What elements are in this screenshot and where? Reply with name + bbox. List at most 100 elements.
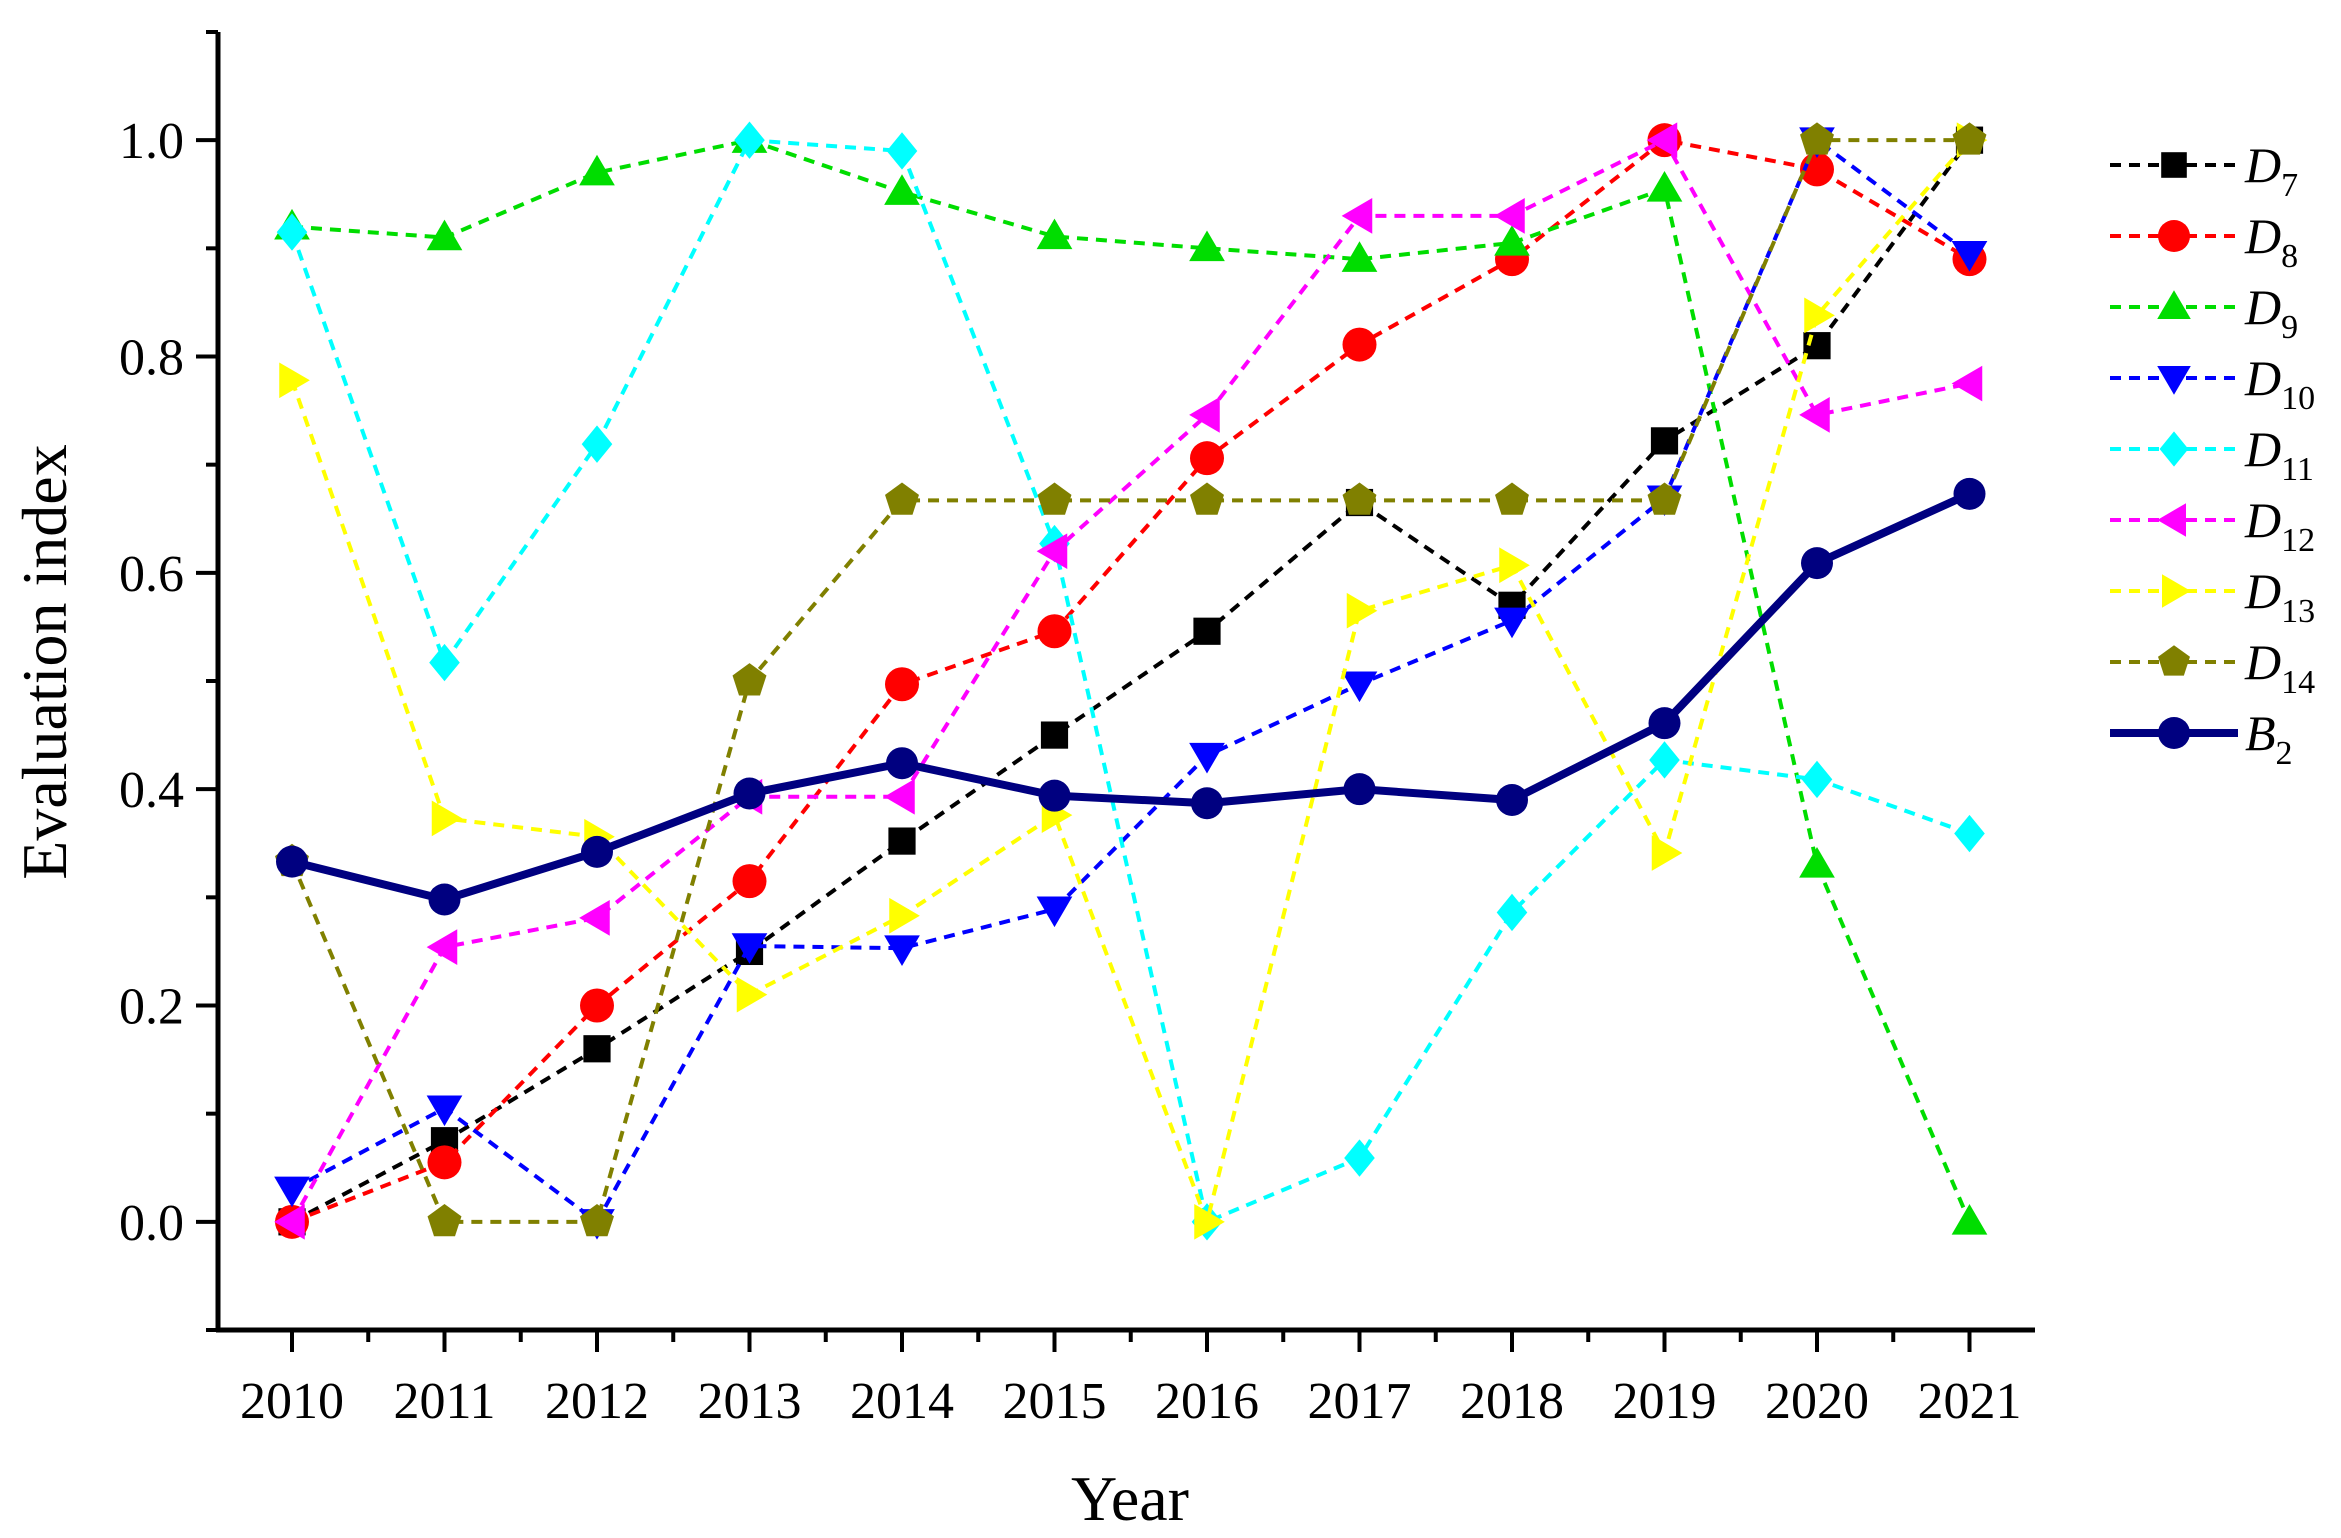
legend-label-B2: B2 [2245,705,2293,772]
point-D8-2017 [1342,327,1377,362]
series-D10 [274,127,1988,1240]
point-B2-2012 [581,835,613,868]
y-tick-label: 0.6 [119,546,184,603]
point-D11-2012 [581,425,613,463]
point-D7-2016 [1193,617,1221,645]
legend-marker-D11 [2159,431,2189,467]
point-D7-2014 [888,827,916,855]
point-D10-2010 [274,1176,310,1208]
legend-item-D12: D12 [2110,492,2315,559]
point-D9-2015 [1036,218,1073,250]
point-D14-2020 [1800,122,1834,155]
legend-label-D13: D13 [2244,563,2315,630]
legend-label-D10: D10 [2244,350,2315,417]
series-D9 [274,122,1988,1235]
series-line-B2 [291,490,1972,904]
point-D13-2010 [279,362,310,399]
series-line-D7 [291,138,1972,1224]
x-tick-label: 2019 [1613,1373,1717,1430]
legend-marker-D9 [2157,290,2191,319]
point-D9-2020 [1799,847,1835,878]
point-D10-2016 [1189,742,1225,774]
series-B2 [276,477,1986,916]
point-D14-2017 [1342,482,1377,515]
point-B2-2019 [1648,707,1681,740]
point-D12-2021 [1951,365,1983,402]
legend-marker-D10 [2157,366,2191,395]
x-tick-label: 2021 [1918,1373,2022,1430]
point-D14-2012 [580,1203,614,1237]
x-tick-label: 2012 [545,1373,649,1430]
legend-item-D8: D8 [2110,208,2298,275]
point-B2-2020 [1801,547,1833,580]
point-D9-2021 [1951,1203,1988,1235]
legend-marker-D13 [2162,574,2191,608]
x-tick-label: 2016 [1155,1373,1259,1430]
x-tick-label: 2014 [850,1373,954,1430]
point-D10-2021 [1951,240,1988,272]
point-D9-2019 [1646,170,1683,202]
point-D13-2011 [431,800,463,837]
point-D12-2015 [1036,533,1068,570]
series-layer [274,121,1988,1241]
point-D14-2013 [732,663,767,696]
point-D12-2020 [1799,397,1830,433]
point-D14-2014 [885,482,919,515]
point-D12-2012 [579,900,610,936]
x-tick-label: 2017 [1308,1373,1412,1430]
point-B2-2014 [886,747,918,780]
y-tick-label: 0.8 [119,330,184,387]
series-line-D10 [291,138,1971,1224]
point-D8-2011 [427,1145,462,1180]
legend-label-D8: D8 [2244,208,2298,275]
legend-label-D7: D7 [2244,137,2298,204]
point-B2-2021 [1953,477,1986,510]
y-tick-label: 0.4 [119,762,184,819]
x-tick-label: 2011 [393,1373,495,1430]
y-tick-label: 0.0 [119,1195,184,1252]
point-D9-2016 [1189,230,1225,262]
point-D12-2019 [1646,122,1678,159]
point-D12-2014 [884,778,915,815]
point-D14-2011 [427,1203,462,1237]
x-tick-label: 2015 [1003,1373,1107,1430]
point-B2-2016 [1191,787,1223,820]
series-line-D9 [291,138,1972,1223]
legend-item-D13: D13 [2110,563,2315,630]
point-D14-2016 [1190,482,1224,515]
point-D10-2015 [1036,896,1073,928]
y-tick-label: 1.0 [119,113,184,170]
legend-item-D10: D10 [2110,350,2315,417]
x-axis-title: Year [1071,1463,1189,1534]
point-D10-2014 [884,935,920,967]
point-D9-2014 [884,174,920,205]
point-D12-2010 [274,1203,305,1240]
legend-item-B2: B2 [2110,705,2293,772]
x-tick-label: 2018 [1460,1373,1564,1430]
point-D12-2017 [1341,198,1373,234]
point-D10-2011 [426,1095,463,1127]
legend-label-D14: D14 [2244,634,2315,701]
point-D10-2013 [731,933,768,964]
point-D11-2014 [886,132,918,170]
legend-marker-D7 [2161,152,2187,178]
point-D8-2015 [1037,614,1072,649]
legend-label-D11: D11 [2244,421,2314,488]
point-B2-2010 [276,845,308,878]
legend-label-D9: D9 [2244,279,2298,346]
point-D7-2020 [1803,332,1831,360]
point-D13-2018 [1499,547,1530,584]
point-B2-2011 [428,883,461,916]
point-D8-2016 [1190,441,1224,476]
series-line-D14 [290,138,1970,1224]
series-line-D13 [290,138,1972,1224]
point-D11-2019 [1649,741,1680,779]
point-D11-2017 [1344,1139,1375,1177]
point-D8-2012 [580,988,614,1023]
axes: 0.0 0.2 0.4 0.6 0.8 1.0 2010 2011 2012 2013 2014 20… [119,30,2035,1430]
point-D11-2013 [734,121,765,159]
legend-marker-D12 [2157,503,2186,537]
series-D13 [279,122,1988,1240]
